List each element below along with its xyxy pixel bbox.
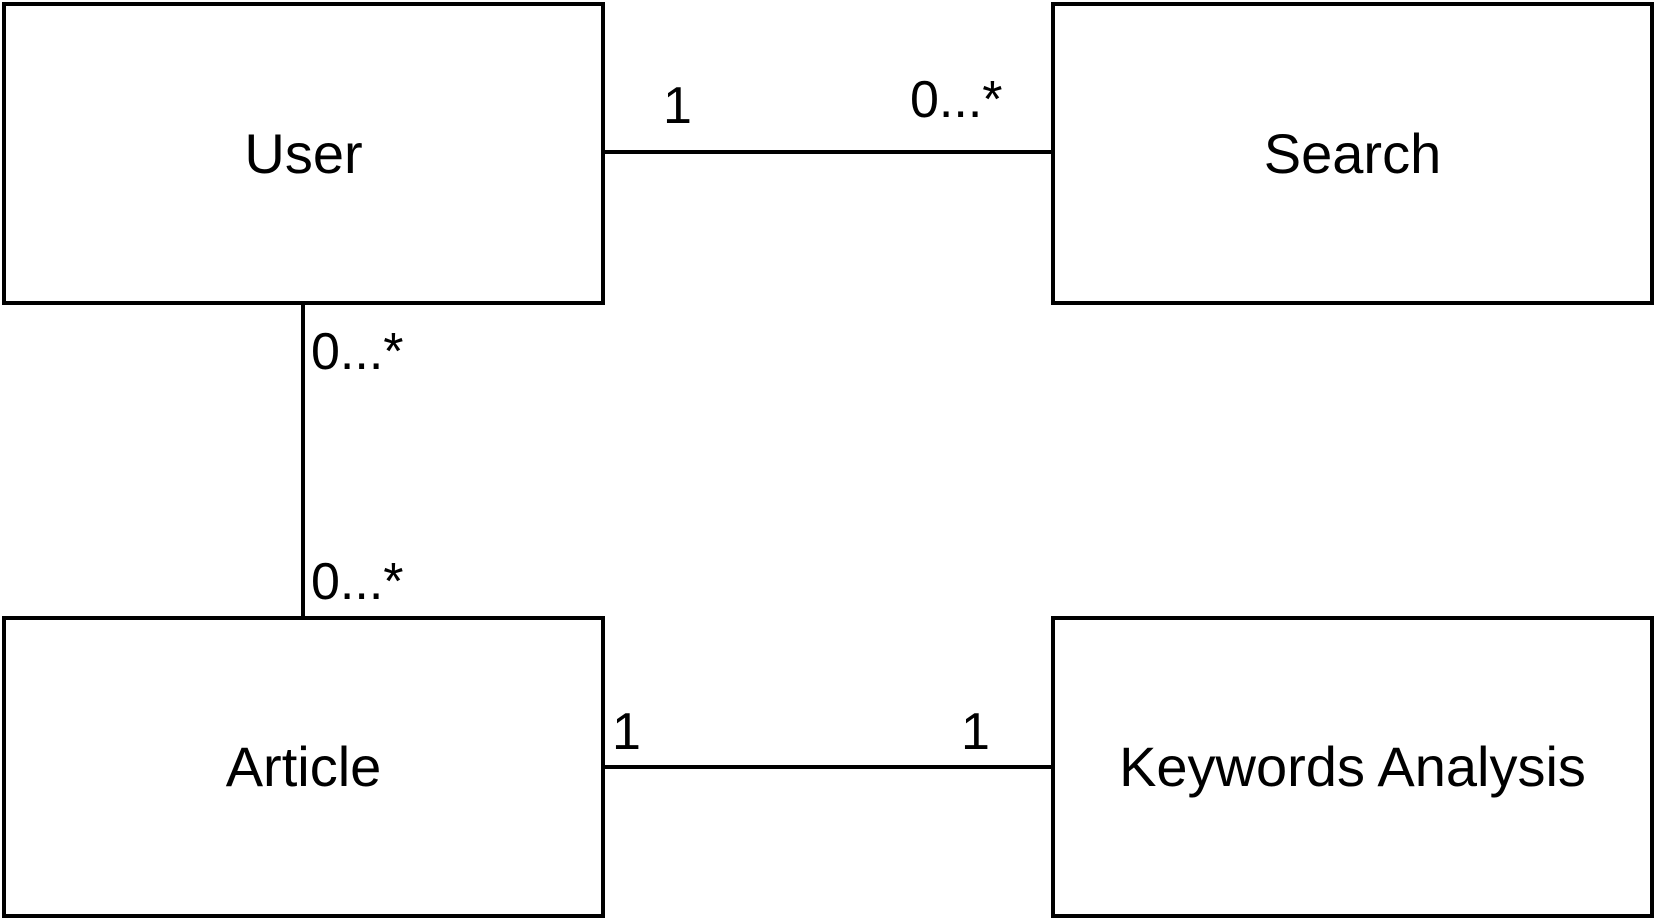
user-article-multiplicity-article: 0...*: [311, 553, 404, 611]
user-search-multiplicity-search: 0...*: [910, 71, 1003, 129]
user-article-multiplicity-user: 0...*: [311, 323, 404, 381]
search-entity-label: Search: [1263, 121, 1442, 185]
keywords-analysis-entity-box[interactable]: Keywords Analysis: [1051, 616, 1654, 918]
user-entity-label: User: [244, 121, 363, 185]
article-keywords-multiplicity-keywords: 1: [961, 703, 990, 761]
article-entity-box[interactable]: Article: [2, 616, 605, 918]
article-keywords-multiplicity-article: 1: [612, 703, 641, 761]
user-search-multiplicity-user: 1: [663, 77, 692, 135]
article-entity-label: Article: [225, 735, 382, 798]
keywords-analysis-entity-label: Keywords Analysis: [1119, 735, 1586, 798]
user-entity-box[interactable]: User: [2, 2, 605, 305]
search-entity-box[interactable]: Search: [1051, 2, 1654, 305]
